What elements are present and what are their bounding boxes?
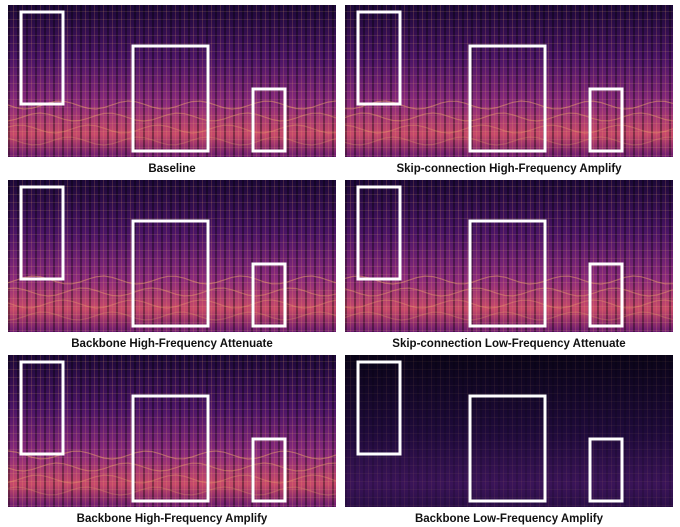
figure: Baseline Skip-connection High-Frequency A… (0, 0, 680, 527)
spectrogram-texture (8, 180, 336, 332)
caption: Skip-connection High-Frequency Amplify (396, 163, 622, 175)
panel (8, 5, 336, 157)
panel (345, 5, 673, 157)
caption: Baseline (148, 163, 195, 175)
caption: Backbone High-Frequency Attenuate (71, 338, 273, 350)
spectrogram-texture (345, 5, 673, 157)
spectrogram-texture (8, 355, 336, 507)
caption: Backbone Low-Frequency Amplify (415, 513, 604, 525)
panel (345, 355, 673, 507)
spectrogram-texture (345, 180, 673, 332)
panel (345, 180, 673, 332)
panel (8, 180, 336, 332)
spectrogram-texture (8, 5, 336, 157)
panel (8, 355, 336, 507)
caption: Backbone High-Frequency Amplify (77, 513, 268, 525)
caption: Skip-connection Low-Frequency Attenuate (392, 338, 625, 350)
spectrogram-texture (345, 355, 673, 507)
